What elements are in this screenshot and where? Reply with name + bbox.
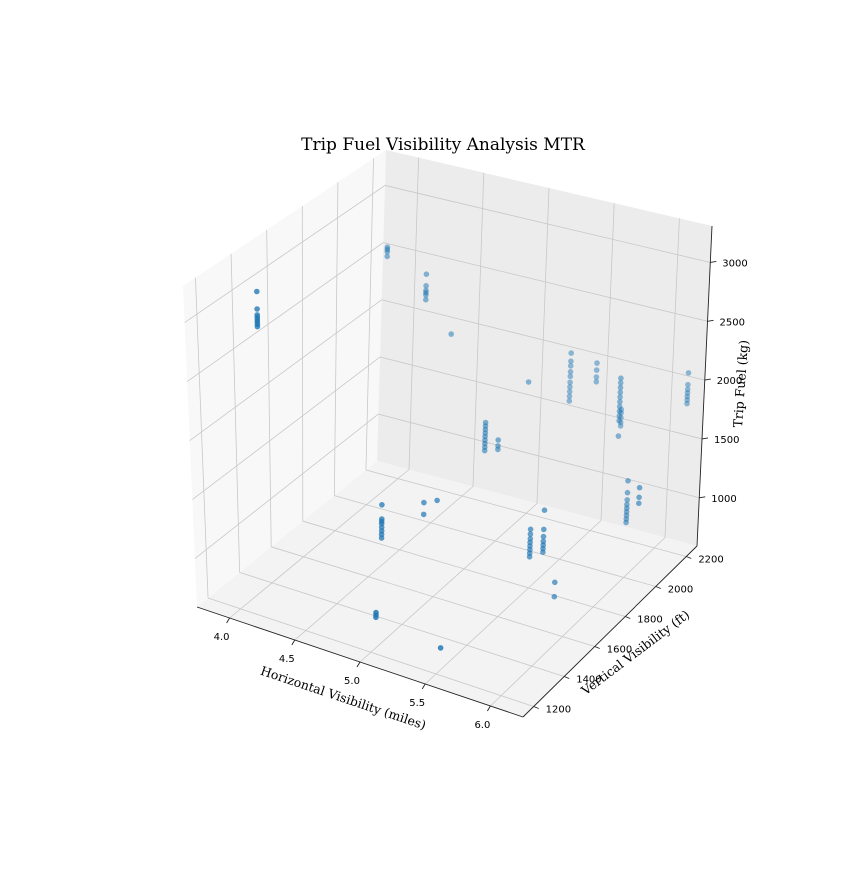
data-point (616, 433, 622, 439)
data-point (567, 398, 573, 404)
data-point (255, 324, 261, 330)
data-point (528, 527, 534, 533)
data-point (594, 367, 600, 373)
x-tick (292, 640, 295, 645)
data-point (373, 615, 379, 621)
z-tick (699, 497, 705, 498)
data-point (421, 512, 427, 518)
data-point (438, 645, 444, 651)
data-point (527, 554, 533, 560)
data-point (637, 485, 643, 491)
data-point (568, 374, 574, 380)
data-point (623, 520, 629, 526)
data-point (384, 254, 390, 260)
z-tick (702, 438, 708, 439)
z-tick (705, 379, 711, 380)
y-tick (595, 647, 600, 649)
x-tick-label: 5.5 (409, 698, 425, 709)
x-tick (357, 662, 360, 667)
z-axis-label: Trip Fuel (kg) (730, 339, 751, 428)
data-point (636, 501, 642, 507)
data-point (421, 500, 427, 506)
data-point (434, 498, 440, 504)
x-tick (227, 618, 230, 623)
x-tick-label: 5.0 (344, 676, 360, 687)
data-point (552, 580, 558, 586)
data-point (616, 418, 622, 424)
data-point (379, 535, 385, 541)
data-point (448, 331, 454, 337)
x-tick-label: 6.0 (474, 720, 490, 731)
data-point (594, 379, 600, 385)
data-point (636, 495, 642, 501)
data-point (684, 401, 690, 407)
data-point (254, 289, 260, 295)
z-tick-label: 1000 (711, 494, 736, 505)
data-point (495, 437, 501, 443)
z-tick-label: 3000 (722, 258, 747, 269)
y-tick (534, 707, 539, 709)
data-point (625, 490, 631, 496)
data-point (423, 297, 429, 303)
axis-panes (183, 150, 712, 717)
data-point (686, 370, 692, 376)
y-tick (564, 677, 569, 679)
data-point (618, 423, 624, 429)
data-point (424, 271, 430, 277)
y-tick-label: 2200 (698, 555, 723, 566)
data-point (552, 594, 558, 600)
chart-title: Trip Fuel Visibility Analysis MTR (301, 135, 586, 155)
data-point (594, 360, 600, 366)
data-point (254, 306, 260, 312)
data-point (625, 478, 631, 484)
z-tick (708, 320, 714, 321)
y-tick (656, 587, 661, 589)
data-point (542, 507, 548, 513)
y-tick (625, 617, 630, 619)
x-tick (422, 684, 425, 689)
data-point (568, 363, 574, 369)
data-point (540, 549, 546, 555)
z-tick (710, 261, 716, 262)
data-point (617, 399, 623, 405)
y-tick-label: 1200 (546, 705, 571, 716)
x-tick (487, 706, 490, 711)
data-point (618, 385, 624, 391)
data-point (526, 379, 532, 385)
data-point (379, 502, 385, 508)
y-tick-label: 2000 (668, 585, 693, 596)
x-tick-label: 4.0 (214, 632, 230, 643)
data-point (568, 350, 574, 356)
x-tick-label: 4.5 (279, 654, 295, 665)
z-tick-label: 2500 (720, 317, 745, 328)
z-tick-label: 1500 (714, 435, 739, 446)
data-point (541, 527, 547, 533)
data-point (482, 448, 488, 454)
y-tick (686, 557, 691, 559)
data-point (541, 534, 547, 540)
data-point (495, 447, 501, 453)
y-tick-label: 1800 (637, 615, 662, 626)
